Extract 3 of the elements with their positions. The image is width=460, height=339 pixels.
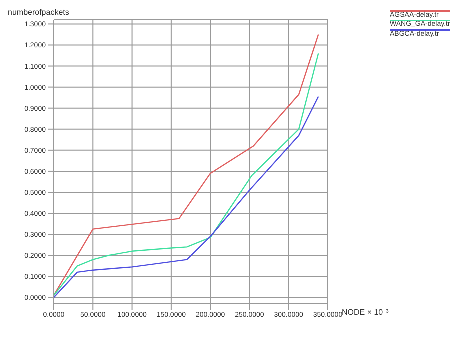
line-series <box>54 96 320 298</box>
x-axis-title: NODE × 10⁻³ <box>342 308 390 317</box>
y-axis-title: numberofpackets <box>8 8 70 17</box>
